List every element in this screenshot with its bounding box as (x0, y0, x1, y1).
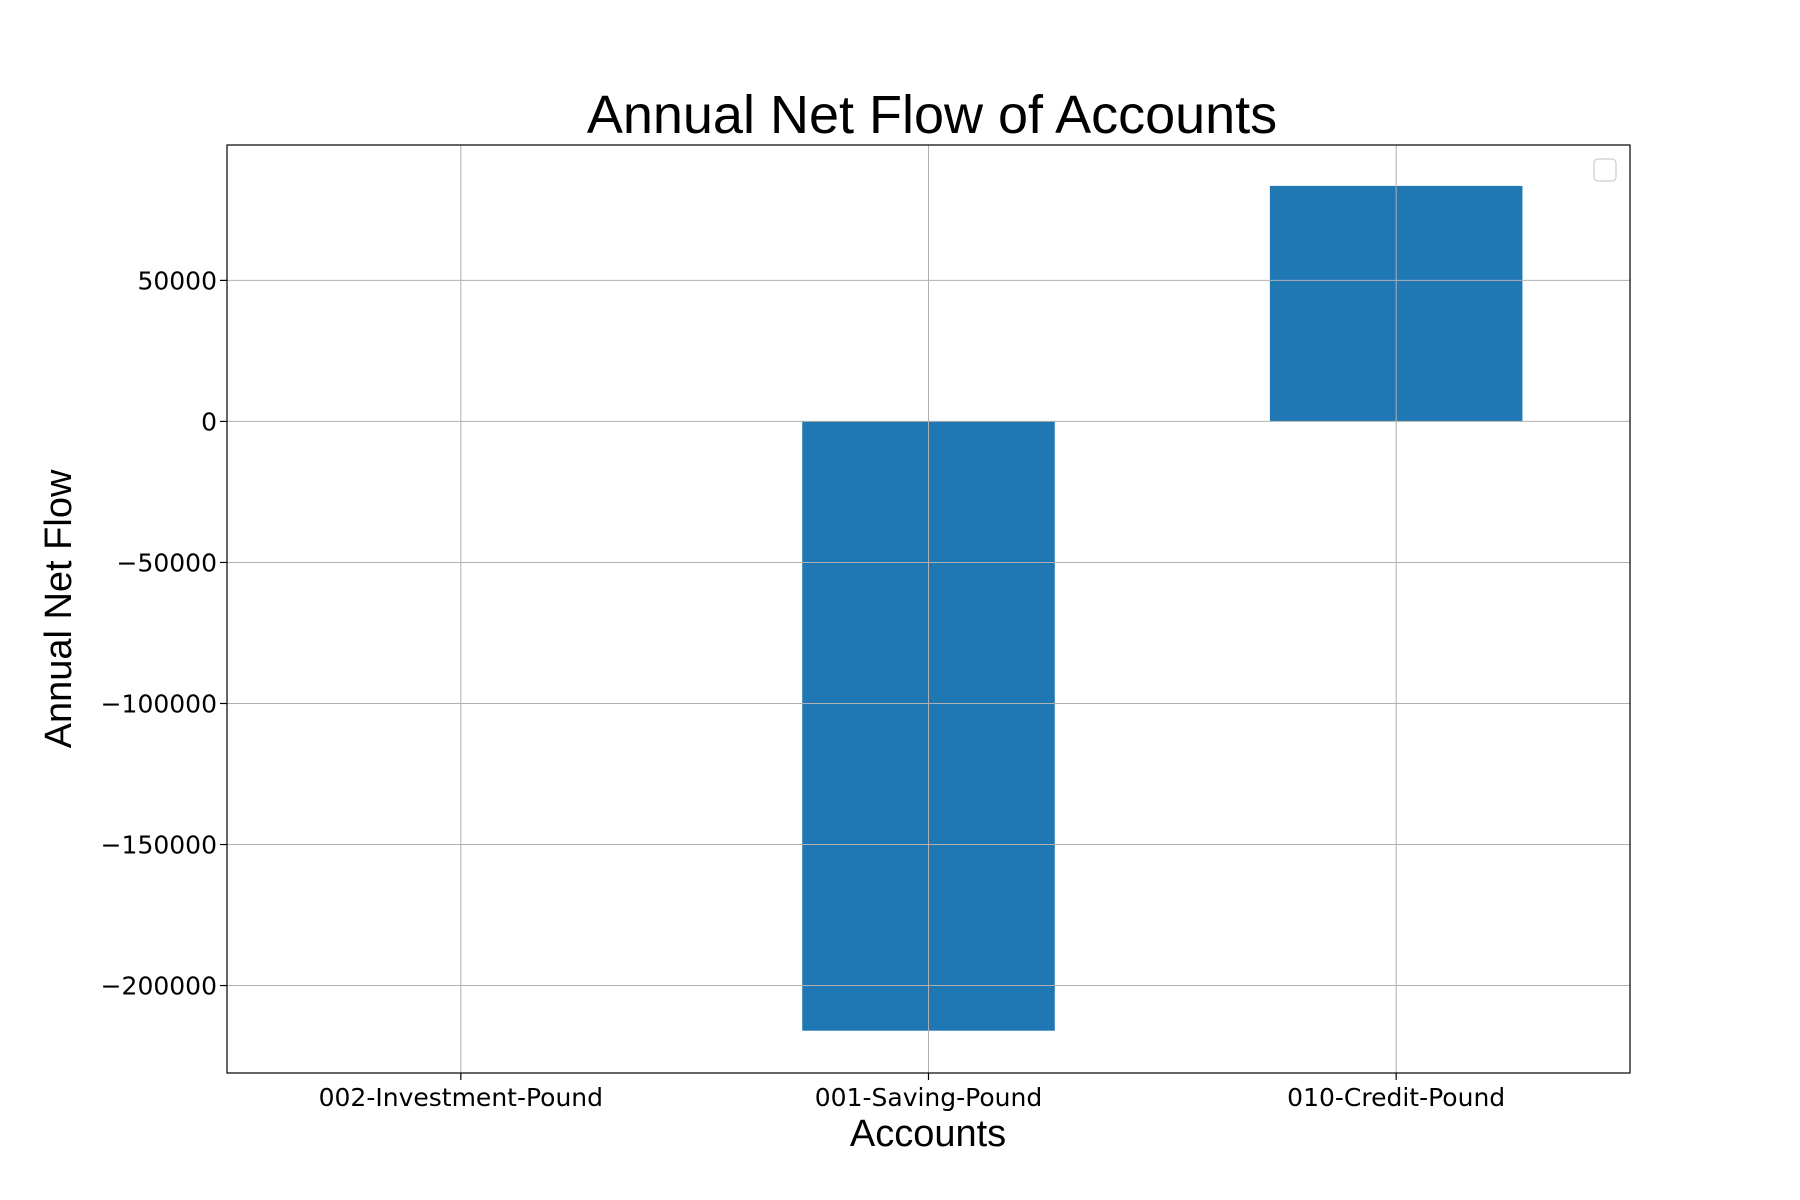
x-tick-label: 010-Credit-Pound (1287, 1083, 1505, 1112)
y-tick-label: −50000 (117, 548, 217, 577)
y-tick-label: 0 (201, 407, 217, 436)
x-tick-label: 002-Investment-Pound (319, 1083, 603, 1112)
y-tick-label: 50000 (137, 266, 217, 295)
gridlines (227, 145, 1630, 1073)
x-axis-label: Accounts (850, 1113, 1006, 1155)
x-tick-label: 001-Saving-Pound (815, 1083, 1042, 1112)
legend-box (1593, 158, 1617, 182)
y-axis-label: Annual Net Flow (38, 469, 80, 748)
y-tick-label: −100000 (101, 689, 217, 718)
y-tick-label: −200000 (101, 972, 217, 1001)
ticks: 50000 0 −50000 −100000 −150000 −200000 002-Inv… (101, 266, 1506, 1112)
y-tick-label: −150000 (101, 831, 217, 860)
chart-title: Annual Net Flow of Accounts (587, 85, 1277, 145)
